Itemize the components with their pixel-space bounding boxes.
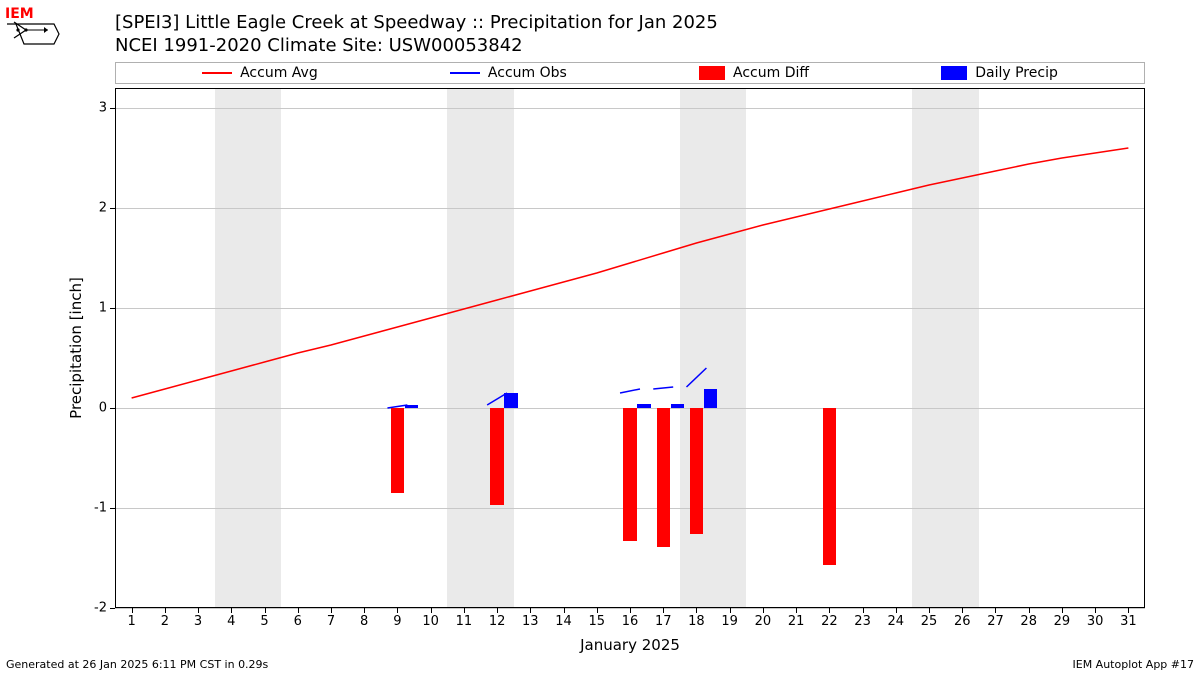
x-tick-label: 16: [622, 614, 639, 629]
x-tick: [663, 608, 664, 613]
y-tick: [110, 208, 115, 209]
y-tick-label: -1: [85, 501, 107, 516]
x-tick: [165, 608, 166, 613]
x-tick-label: 12: [489, 614, 506, 629]
x-tick: [198, 608, 199, 613]
x-tick: [1095, 608, 1096, 613]
y-tick-label: 2: [85, 201, 107, 216]
iem-logo-text: IEM: [5, 6, 34, 22]
x-tick: [1029, 608, 1030, 613]
x-tick: [929, 608, 930, 613]
y-tick: [110, 508, 115, 509]
x-tick-label: 7: [327, 614, 335, 629]
legend-item-3: Daily Precip: [941, 65, 1058, 81]
x-tick-label: 9: [393, 614, 401, 629]
y-tick: [110, 108, 115, 109]
x-tick: [1062, 608, 1063, 613]
y-axis-label: Precipitation [inch]: [67, 277, 85, 419]
x-tick: [896, 608, 897, 613]
x-tick-label: 29: [1054, 614, 1071, 629]
y-tick: [110, 308, 115, 309]
chart-title: [SPEI3] Little Eagle Creek at Speedway :…: [115, 12, 718, 57]
x-tick-label: 3: [194, 614, 202, 629]
x-tick: [331, 608, 332, 613]
legend-label: Accum Avg: [240, 65, 318, 81]
x-tick-label: 27: [987, 614, 1004, 629]
x-tick: [796, 608, 797, 613]
x-tick: [298, 608, 299, 613]
y-tick-label: -2: [85, 601, 107, 616]
x-tick-label: 20: [755, 614, 772, 629]
x-tick: [863, 608, 864, 613]
x-tick-label: 24: [888, 614, 905, 629]
x-tick-label: 26: [954, 614, 971, 629]
x-tick-label: 10: [422, 614, 439, 629]
x-tick: [132, 608, 133, 613]
legend-item-2: Accum Diff: [699, 65, 809, 81]
x-tick: [763, 608, 764, 613]
legend-swatch: [941, 66, 967, 80]
legend-swatch: [699, 66, 725, 80]
x-tick: [530, 608, 531, 613]
y-tick: [110, 408, 115, 409]
x-tick-label: 13: [522, 614, 539, 629]
y-tick: [110, 608, 115, 609]
title-line-1: [SPEI3] Little Eagle Creek at Speedway :…: [115, 12, 718, 35]
x-tick-label: 30: [1087, 614, 1104, 629]
x-tick-label: 11: [456, 614, 473, 629]
x-tick: [564, 608, 565, 613]
legend-item-1: Accum Obs: [450, 65, 567, 81]
x-tick: [231, 608, 232, 613]
x-tick-label: 2: [161, 614, 169, 629]
footer-generated-text: Generated at 26 Jan 2025 6:11 PM CST in …: [6, 658, 268, 671]
footer-app-text: IEM Autoplot App #17: [1073, 658, 1195, 671]
x-tick: [464, 608, 465, 613]
y-tick-label: 1: [85, 301, 107, 316]
x-tick: [597, 608, 598, 613]
iem-logo: IEM: [4, 4, 64, 56]
x-tick-label: 6: [294, 614, 302, 629]
x-tick: [497, 608, 498, 613]
x-tick-label: 18: [688, 614, 705, 629]
y-tick-label: 3: [85, 101, 107, 116]
x-tick: [265, 608, 266, 613]
x-tick-label: 23: [854, 614, 871, 629]
x-tick: [1128, 608, 1129, 613]
x-tick: [962, 608, 963, 613]
x-tick-label: 8: [360, 614, 368, 629]
x-tick-label: 28: [1020, 614, 1037, 629]
x-tick-label: 4: [227, 614, 235, 629]
x-tick-label: 31: [1120, 614, 1137, 629]
x-axis-label: January 2025: [580, 636, 680, 654]
x-tick-label: 15: [588, 614, 605, 629]
x-tick: [431, 608, 432, 613]
legend-swatch: [202, 72, 232, 74]
legend-label: Accum Diff: [733, 65, 809, 81]
title-line-2: NCEI 1991-2020 Climate Site: USW00053842: [115, 35, 718, 58]
legend-label: Daily Precip: [975, 65, 1058, 81]
plot-border: [115, 88, 1145, 608]
x-tick-label: 19: [721, 614, 738, 629]
x-tick: [364, 608, 365, 613]
y-tick-label: 0: [85, 401, 107, 416]
iowa-outline: [7, 24, 59, 44]
x-tick: [829, 608, 830, 613]
x-tick-label: 17: [655, 614, 672, 629]
x-tick-label: 1: [127, 614, 135, 629]
x-tick: [630, 608, 631, 613]
x-tick-label: 21: [788, 614, 805, 629]
x-tick-label: 22: [821, 614, 838, 629]
x-tick-label: 14: [555, 614, 572, 629]
legend-swatch: [450, 72, 480, 74]
x-tick-label: 5: [260, 614, 268, 629]
x-tick: [995, 608, 996, 613]
x-tick-label: 25: [921, 614, 938, 629]
x-tick: [397, 608, 398, 613]
x-tick: [730, 608, 731, 613]
legend-item-0: Accum Avg: [202, 65, 318, 81]
x-tick: [696, 608, 697, 613]
legend-label: Accum Obs: [488, 65, 567, 81]
chart-legend: Accum Avg Accum Obs Accum Diff Daily Precip: [115, 62, 1145, 84]
